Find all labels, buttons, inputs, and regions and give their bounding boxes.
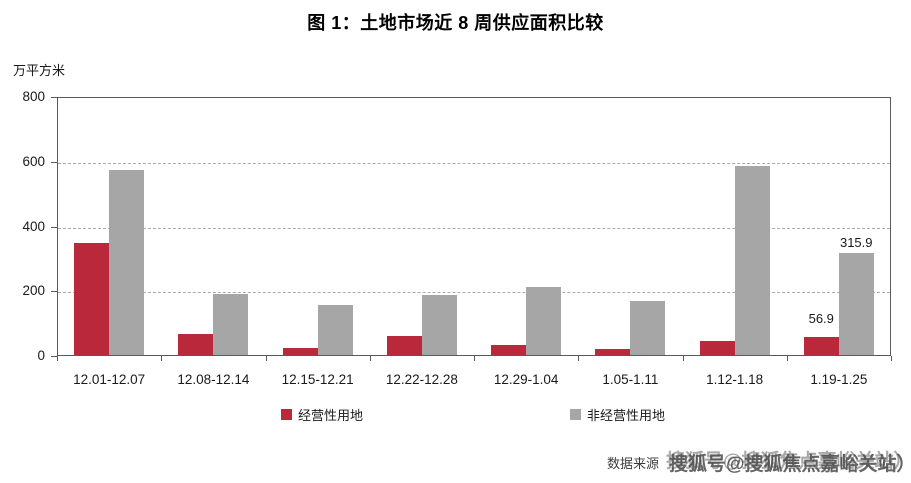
x-axis-tick — [161, 356, 163, 361]
x-axis-category-label: 12.15-12.21 — [281, 372, 354, 387]
bar-non_operational — [838, 252, 874, 355]
x-axis-tick — [682, 356, 684, 361]
x-axis-tick — [578, 356, 580, 361]
watermark-text: 搜狐号@搜狐焦点嘉峪关站） — [669, 454, 911, 475]
chart-title: 图 1：土地市场近 8 周供应面积比较 — [307, 13, 604, 33]
y-axis-tick — [51, 291, 57, 293]
y-axis-tick-label: 0 — [37, 348, 45, 363]
data-source-label: 数据来源 — [607, 456, 660, 471]
bar-operational — [386, 336, 422, 355]
bar-operational — [178, 333, 214, 355]
bar-non_operational — [630, 300, 666, 355]
bar-operational — [74, 242, 109, 355]
x-axis-tick — [57, 356, 58, 361]
x-axis-tick — [891, 356, 892, 361]
legend-item-non_operational: 非经营性用地 — [570, 405, 665, 424]
legend-swatch-operational — [281, 409, 292, 420]
y-axis-tick — [51, 226, 57, 228]
y-axis-tick-label: 600 — [22, 153, 45, 169]
bar-non_operational — [109, 170, 144, 355]
plot-area: 56.9 315.9 — [57, 97, 891, 356]
bar-value-label: 315.9 — [839, 234, 873, 250]
x-axis-category-label: 12.29-1.04 — [493, 372, 559, 387]
gridline-600 — [58, 162, 890, 164]
x-axis-tick — [369, 356, 371, 361]
x-axis-tick — [265, 356, 267, 361]
bar-operational — [282, 347, 318, 355]
bar-non_operational — [213, 293, 249, 355]
bar-non_operational — [526, 286, 561, 355]
gridline-400 — [58, 227, 890, 229]
bar-value-label: 56.9 — [808, 310, 834, 326]
x-axis-tick — [786, 356, 788, 361]
legend-label-non_operational: 非经营性用地 — [587, 408, 666, 423]
legend-swatch-non_operational — [570, 409, 581, 420]
x-axis-category-label: 12.01-12.07 — [73, 372, 146, 387]
y-axis-tick — [51, 97, 57, 98]
bar-operational — [803, 336, 839, 355]
x-axis-category-label: 1.19-1.25 — [810, 372, 868, 387]
bar-non_operational — [421, 294, 457, 355]
y-axis-tick-label: 800 — [22, 89, 45, 104]
gridline-200 — [58, 292, 890, 294]
bar-operational — [595, 348, 631, 355]
bar-non_operational — [317, 305, 353, 355]
x-axis-tick — [474, 356, 475, 361]
x-axis-category-label: 1.05-1.11 — [602, 372, 659, 387]
y-axis-unit-label: 万平方米 — [13, 63, 66, 78]
legend: 经营性用地 非经营性用地 — [0, 405, 911, 427]
bar-non_operational — [734, 165, 770, 355]
bar-operational — [699, 340, 735, 355]
watermark-text-underlay: 搜狐号@搜狐焦点嘉峪关站） — [666, 451, 911, 472]
y-axis-tick — [51, 356, 57, 357]
source-line: 数据来源 搜狐号@搜狐焦点嘉峪关站） 搜狐号@搜狐焦点嘉峪关站） — [0, 445, 911, 483]
x-axis-category-label: 12.08-12.14 — [177, 372, 250, 387]
y-axis-tick — [51, 161, 57, 163]
y-axis-tick-label: 400 — [22, 218, 45, 234]
y-axis-tick-label: 200 — [22, 283, 45, 299]
x-axis-category-label: 12.22-12.28 — [385, 372, 458, 387]
legend-label-operational: 经营性用地 — [298, 408, 364, 423]
bar-operational — [491, 344, 526, 355]
x-axis-category-label: 1.12-1.18 — [706, 372, 764, 387]
legend-item-operational: 经营性用地 — [281, 405, 363, 424]
